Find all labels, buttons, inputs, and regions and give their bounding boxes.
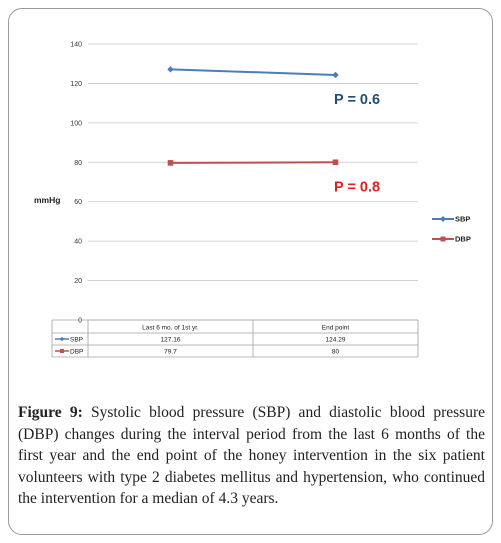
series-line-sbp — [170, 68, 336, 76]
y-tick-label: 140 — [70, 42, 82, 49]
y-tick-label: 40 — [74, 239, 82, 246]
table-header-cell: Last 6 mo. of 1st yr. — [142, 325, 199, 332]
caption-label: Figure 9: — [18, 404, 83, 421]
annotations: P = 0.6 P = 0.8 — [334, 92, 380, 195]
table-legend-marker — [60, 349, 64, 353]
legend-label: SBP — [455, 215, 470, 224]
table-cell: 79.7 — [164, 348, 177, 355]
legend-marker — [440, 236, 446, 242]
table-row-label: DBP — [70, 348, 83, 355]
table-header-cell: End point — [322, 325, 350, 332]
data-table: Last 6 mo. of 1st yr. End point SBP 127.16 1… — [51, 319, 419, 358]
figure-caption: Figure 9: Systolic blood pressure (SBP) … — [18, 402, 485, 510]
legend: SBP DBP — [432, 215, 471, 244]
table-cell: 124.29 — [326, 336, 346, 343]
y-tick-label: 100 — [70, 120, 82, 127]
series-lines — [167, 66, 339, 166]
y-tick-label: 80 — [74, 160, 82, 167]
data-point — [167, 66, 174, 73]
data-point — [332, 71, 339, 79]
series-line-dbp — [170, 161, 336, 164]
table-legend-marker — [59, 336, 65, 342]
legend-marker — [440, 216, 446, 222]
table-row-label: SBP — [70, 336, 83, 343]
table-cell: 80 — [332, 348, 340, 355]
figure-frame — [8, 8, 493, 535]
legend-label: DBP — [455, 235, 471, 244]
p-value-annotation: P = 0.6 — [334, 92, 380, 108]
y-tick-labels: 0 20 40 60 80 100 120 140 — [70, 42, 82, 325]
caption-text: Systolic blood pressure (SBP) and diasto… — [18, 404, 486, 507]
y-tick-label: 60 — [74, 199, 82, 206]
y-axis-label: mmHg — [34, 195, 60, 205]
table-cell: 127.16 — [161, 336, 181, 343]
chart: 0 20 40 60 80 100 120 140 mmHg P = 0.6 P = 0.8 S… — [34, 42, 471, 358]
data-point — [167, 160, 174, 166]
y-tick-label: 0 — [78, 318, 82, 325]
p-value-annotation: P = 0.8 — [334, 179, 380, 195]
data-point — [332, 159, 339, 166]
y-tick-label: 120 — [70, 81, 82, 88]
y-tick-label: 20 — [74, 278, 82, 285]
